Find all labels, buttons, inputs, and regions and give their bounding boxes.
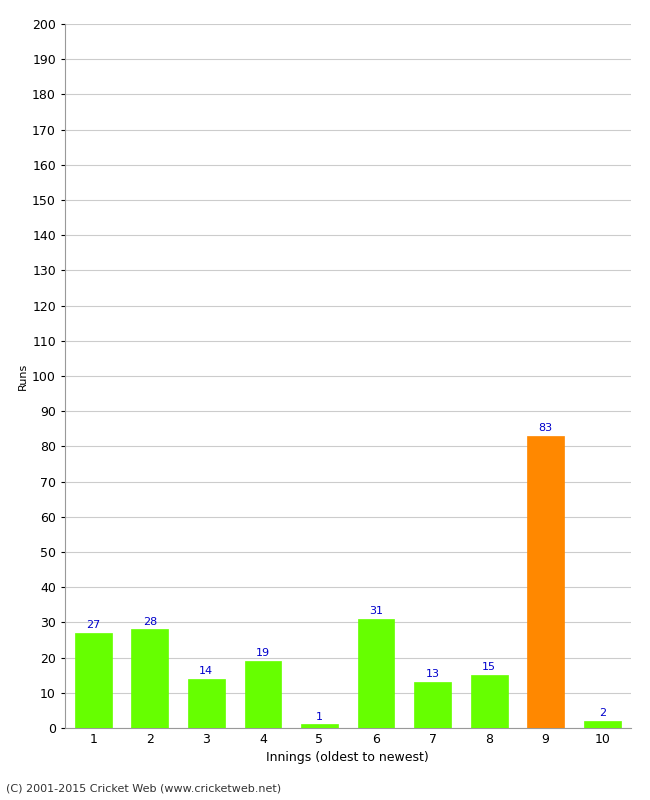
Bar (414, 682, 451, 728)
Text: 13: 13 (426, 670, 439, 679)
Bar (358, 619, 395, 728)
Text: 27: 27 (86, 620, 100, 630)
Text: 15: 15 (482, 662, 496, 672)
Text: 2: 2 (599, 708, 606, 718)
Text: 14: 14 (200, 666, 213, 676)
Bar (471, 675, 508, 728)
Text: 83: 83 (539, 423, 552, 433)
Bar (244, 661, 281, 728)
Bar (188, 678, 225, 728)
Text: 19: 19 (256, 648, 270, 658)
Bar (301, 725, 338, 728)
Text: 1: 1 (316, 712, 323, 722)
Text: 28: 28 (143, 617, 157, 626)
Bar (584, 721, 621, 728)
Bar (131, 630, 168, 728)
Bar (527, 436, 564, 728)
Y-axis label: Runs: Runs (18, 362, 28, 390)
Text: 31: 31 (369, 606, 383, 616)
X-axis label: Innings (oldest to newest): Innings (oldest to newest) (266, 751, 429, 765)
Bar (75, 633, 112, 728)
Text: (C) 2001-2015 Cricket Web (www.cricketweb.net): (C) 2001-2015 Cricket Web (www.cricketwe… (6, 784, 281, 794)
